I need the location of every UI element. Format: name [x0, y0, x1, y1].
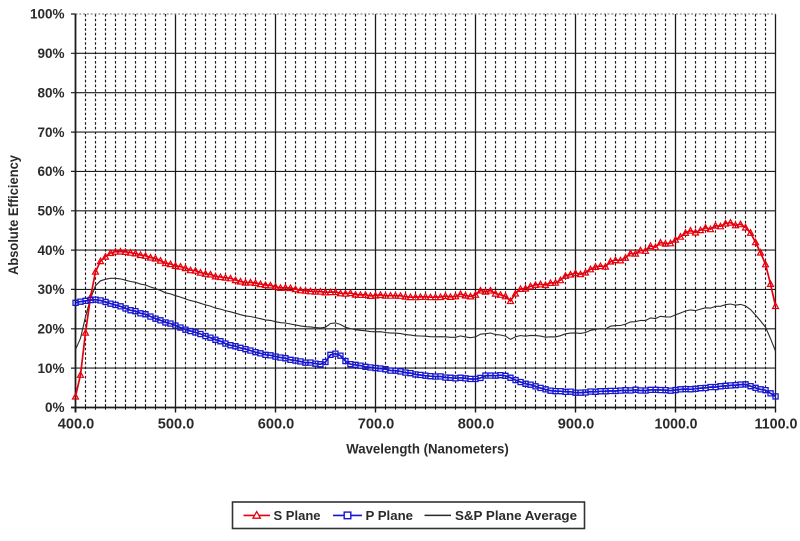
svg-text:S&P Plane Average: S&P Plane Average [455, 508, 577, 523]
svg-text:Wavelength (Nanometers): Wavelength (Nanometers) [346, 442, 509, 457]
svg-text:Absolute Efficiency: Absolute Efficiency [6, 155, 21, 275]
svg-text:1100.0: 1100.0 [755, 416, 798, 433]
svg-text:50%: 50% [37, 203, 64, 218]
svg-text:700.0: 700.0 [358, 416, 395, 433]
svg-text:90%: 90% [37, 46, 64, 61]
svg-text:0%: 0% [45, 400, 65, 415]
svg-text:30%: 30% [37, 282, 64, 297]
svg-text:40%: 40% [37, 243, 64, 258]
svg-text:900.0: 900.0 [558, 416, 595, 433]
svg-text:400.0: 400.0 [58, 416, 95, 433]
svg-text:1000.0: 1000.0 [655, 416, 698, 433]
svg-text:500.0: 500.0 [158, 416, 195, 433]
svg-text:70%: 70% [37, 125, 64, 140]
svg-text:800.0: 800.0 [458, 416, 495, 433]
svg-text:20%: 20% [37, 322, 64, 337]
svg-text:100%: 100% [30, 7, 65, 22]
svg-text:600.0: 600.0 [258, 416, 295, 433]
svg-text:P Plane: P Plane [366, 508, 414, 523]
svg-text:S Plane: S Plane [274, 508, 321, 523]
svg-text:10%: 10% [37, 361, 64, 376]
svg-text:80%: 80% [37, 85, 64, 100]
svg-text:60%: 60% [37, 164, 64, 179]
